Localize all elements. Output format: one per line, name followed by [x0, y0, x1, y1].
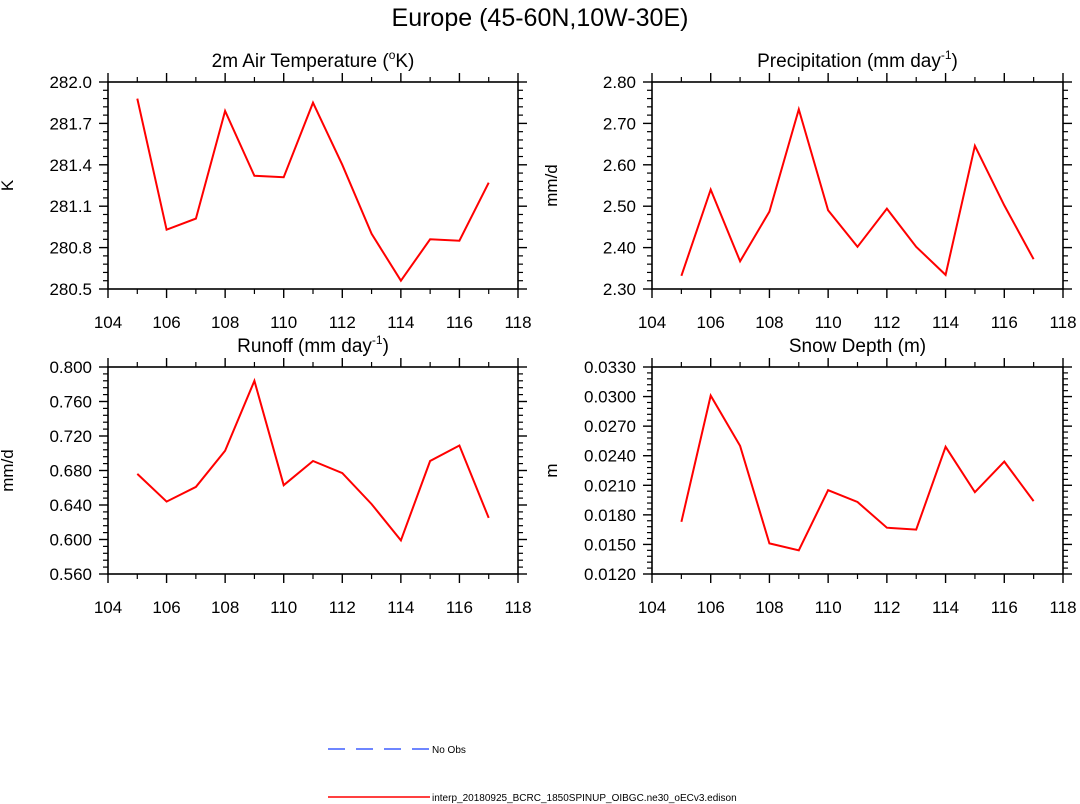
y-tick-label: 281.4: [49, 156, 92, 175]
legend-label-model: interp_20180925_BCRC_1850SPINUP_OIBGC.ne…: [432, 793, 737, 804]
y-tick-label: 2.40: [603, 239, 636, 258]
y-tick-label: 0.0300: [584, 388, 636, 407]
x-tick-label: 116: [991, 313, 1018, 332]
x-tick-label: 112: [329, 313, 356, 332]
chart-panel-snow-depth: 104 106 108 110 112 114 116 118 0.0120 0.0150 0.01…: [542, 336, 1077, 617]
y-tick-label: 0.0240: [584, 447, 636, 466]
x-tick-label: 106: [152, 598, 180, 617]
y-tick-label: 281.1: [49, 197, 92, 216]
y-tick-label: 280.5: [49, 280, 92, 299]
x-tick-label: 116: [446, 598, 473, 617]
y-tick-label: 0.0120: [584, 565, 636, 584]
y-tick-label: 0.0150: [584, 535, 636, 554]
x-tick-label: 114: [932, 313, 959, 332]
y-tick-label: 0.0180: [584, 506, 636, 525]
y-tick-label: 280.8: [49, 239, 92, 258]
series-line-air-temperature: [136, 98, 490, 283]
y-tick-label: 0.0270: [584, 417, 636, 436]
x-tick-label: 108: [211, 313, 239, 332]
series-line-snow-depth: [680, 392, 1035, 552]
y-tick-label: 0.0210: [584, 476, 636, 495]
chart-panel-precipitation: 104 106 108 110 112 114 116 118 2.30 2.40 2.50 2.60…: [542, 48, 1077, 332]
x-tick-label: 118: [504, 598, 531, 617]
y-tick-label: 281.7: [49, 114, 92, 133]
x-tick-label: 112: [873, 313, 900, 332]
plot-frame: [651, 366, 1064, 575]
chart-panels: 104 106 108 110 112 114 116 118 280.5 280.8 281.1 2…: [0, 48, 1077, 617]
y-tick-label: 2.70: [603, 114, 636, 133]
y-tick-label: 0.720: [49, 427, 92, 446]
x-tick-label: 118: [504, 313, 531, 332]
x-tick-label: 110: [270, 598, 297, 617]
x-tick-label: 108: [211, 598, 239, 617]
x-tick-label: 104: [94, 598, 122, 617]
x-tick-label: 106: [152, 313, 180, 332]
x-tick-label: 110: [815, 313, 842, 332]
x-tick-label: 114: [387, 313, 414, 332]
chart-panel-runoff: 104 106 108 110 112 114 116 118 0.560 0.600 0.640 0…: [0, 333, 532, 617]
x-tick-label: 110: [270, 313, 297, 332]
panel-title-air-temperature: 2m Air Temperature (oK): [212, 48, 415, 72]
x-tick-label: 108: [755, 598, 783, 617]
chart-panel-air-temperature: 104 106 108 110 112 114 116 118 280.5 280.8 281.1 2…: [0, 48, 532, 332]
x-tick-label: 104: [638, 598, 666, 617]
x-tick-label: 104: [638, 313, 666, 332]
y-tick-label: 2.30: [603, 280, 636, 299]
panel-title-precipitation: Precipitation (mm day-1): [757, 48, 958, 72]
y-axis-label: K: [0, 179, 17, 191]
y-tick-label: 0.680: [49, 462, 92, 481]
x-tick-label: 116: [446, 313, 473, 332]
y-tick-label: 0.0330: [584, 358, 636, 377]
x-tick-label: 112: [873, 598, 900, 617]
x-tick-label: 114: [387, 598, 414, 617]
x-tick-label: 116: [991, 598, 1018, 617]
y-tick-label: 0.560: [49, 565, 92, 584]
x-tick-label: 104: [94, 313, 122, 332]
y-tick-label: 0.800: [49, 358, 92, 377]
y-tick-label: 0.760: [49, 393, 92, 412]
y-tick-label: 2.80: [603, 73, 636, 92]
figure-title: Europe (45-60N,10W-30E): [392, 4, 689, 32]
panel-title-snow-depth: Snow Depth (m): [789, 336, 926, 357]
x-tick-label: 108: [755, 313, 783, 332]
y-tick-label: 282.0: [49, 73, 92, 92]
y-axis-label: mm/d: [0, 449, 17, 492]
x-tick-label: 106: [697, 313, 725, 332]
x-tick-label: 112: [329, 598, 356, 617]
x-tick-label: 118: [1049, 598, 1076, 617]
y-tick-label: 2.60: [603, 156, 636, 175]
plot-frame: [107, 81, 519, 290]
series-line-precipitation: [680, 105, 1035, 277]
legend: No Obs interp_20180925_BCRC_1850SPINUP_OI…: [328, 745, 737, 804]
x-tick-label: 110: [815, 598, 842, 617]
x-tick-label: 118: [1049, 313, 1076, 332]
y-tick-label: 2.50: [603, 197, 636, 216]
plot-frame: [107, 366, 519, 575]
panel-title-runoff: Runoff (mm day-1): [237, 333, 389, 357]
y-axis-label: m: [542, 463, 561, 477]
series-line-runoff: [136, 377, 490, 543]
y-tick-label: 0.640: [49, 496, 92, 515]
legend-label-no-obs: No Obs: [432, 745, 466, 756]
plot-frame: [651, 81, 1064, 290]
x-tick-label: 114: [932, 598, 959, 617]
y-axis-label: mm/d: [542, 164, 561, 207]
x-tick-label: 106: [697, 598, 725, 617]
y-tick-label: 0.600: [49, 531, 92, 550]
